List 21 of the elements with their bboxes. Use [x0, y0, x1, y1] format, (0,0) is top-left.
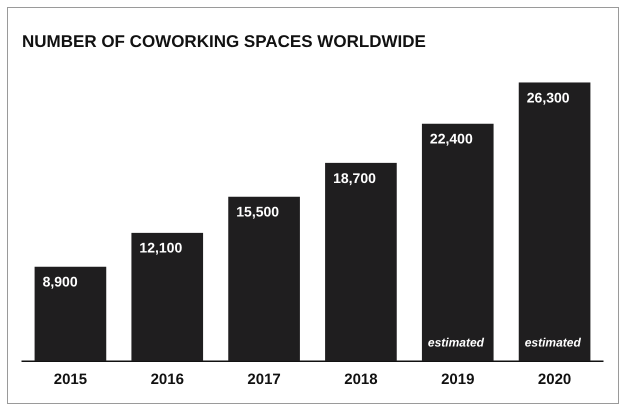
data-label: 26,300	[526, 89, 570, 106]
x-tick-label: 2017	[247, 371, 281, 388]
data-label: 15,500	[236, 204, 280, 220]
x-tick-label: 2019	[441, 371, 474, 388]
x-tick-label: 2016	[150, 371, 184, 388]
data-label: 12,100	[139, 240, 182, 256]
x-tick-label: 2015	[54, 371, 88, 388]
x-tick-label: 2018	[344, 371, 378, 388]
x-tick-label: 2020	[538, 371, 572, 388]
data-label: 8,900	[42, 274, 78, 290]
annotation: estimated	[428, 335, 485, 350]
bar	[131, 232, 204, 361]
bar	[34, 266, 106, 361]
annotation: estimated	[524, 335, 582, 350]
data-label: 22,400	[430, 130, 473, 147]
bar	[422, 124, 494, 361]
chart-title: NUMBER OF COWORKING SPACES WORLDWIDE	[22, 32, 426, 51]
bar	[325, 162, 397, 361]
bar	[518, 82, 590, 361]
bar	[228, 196, 300, 361]
data-label: 18,700	[333, 170, 376, 186]
